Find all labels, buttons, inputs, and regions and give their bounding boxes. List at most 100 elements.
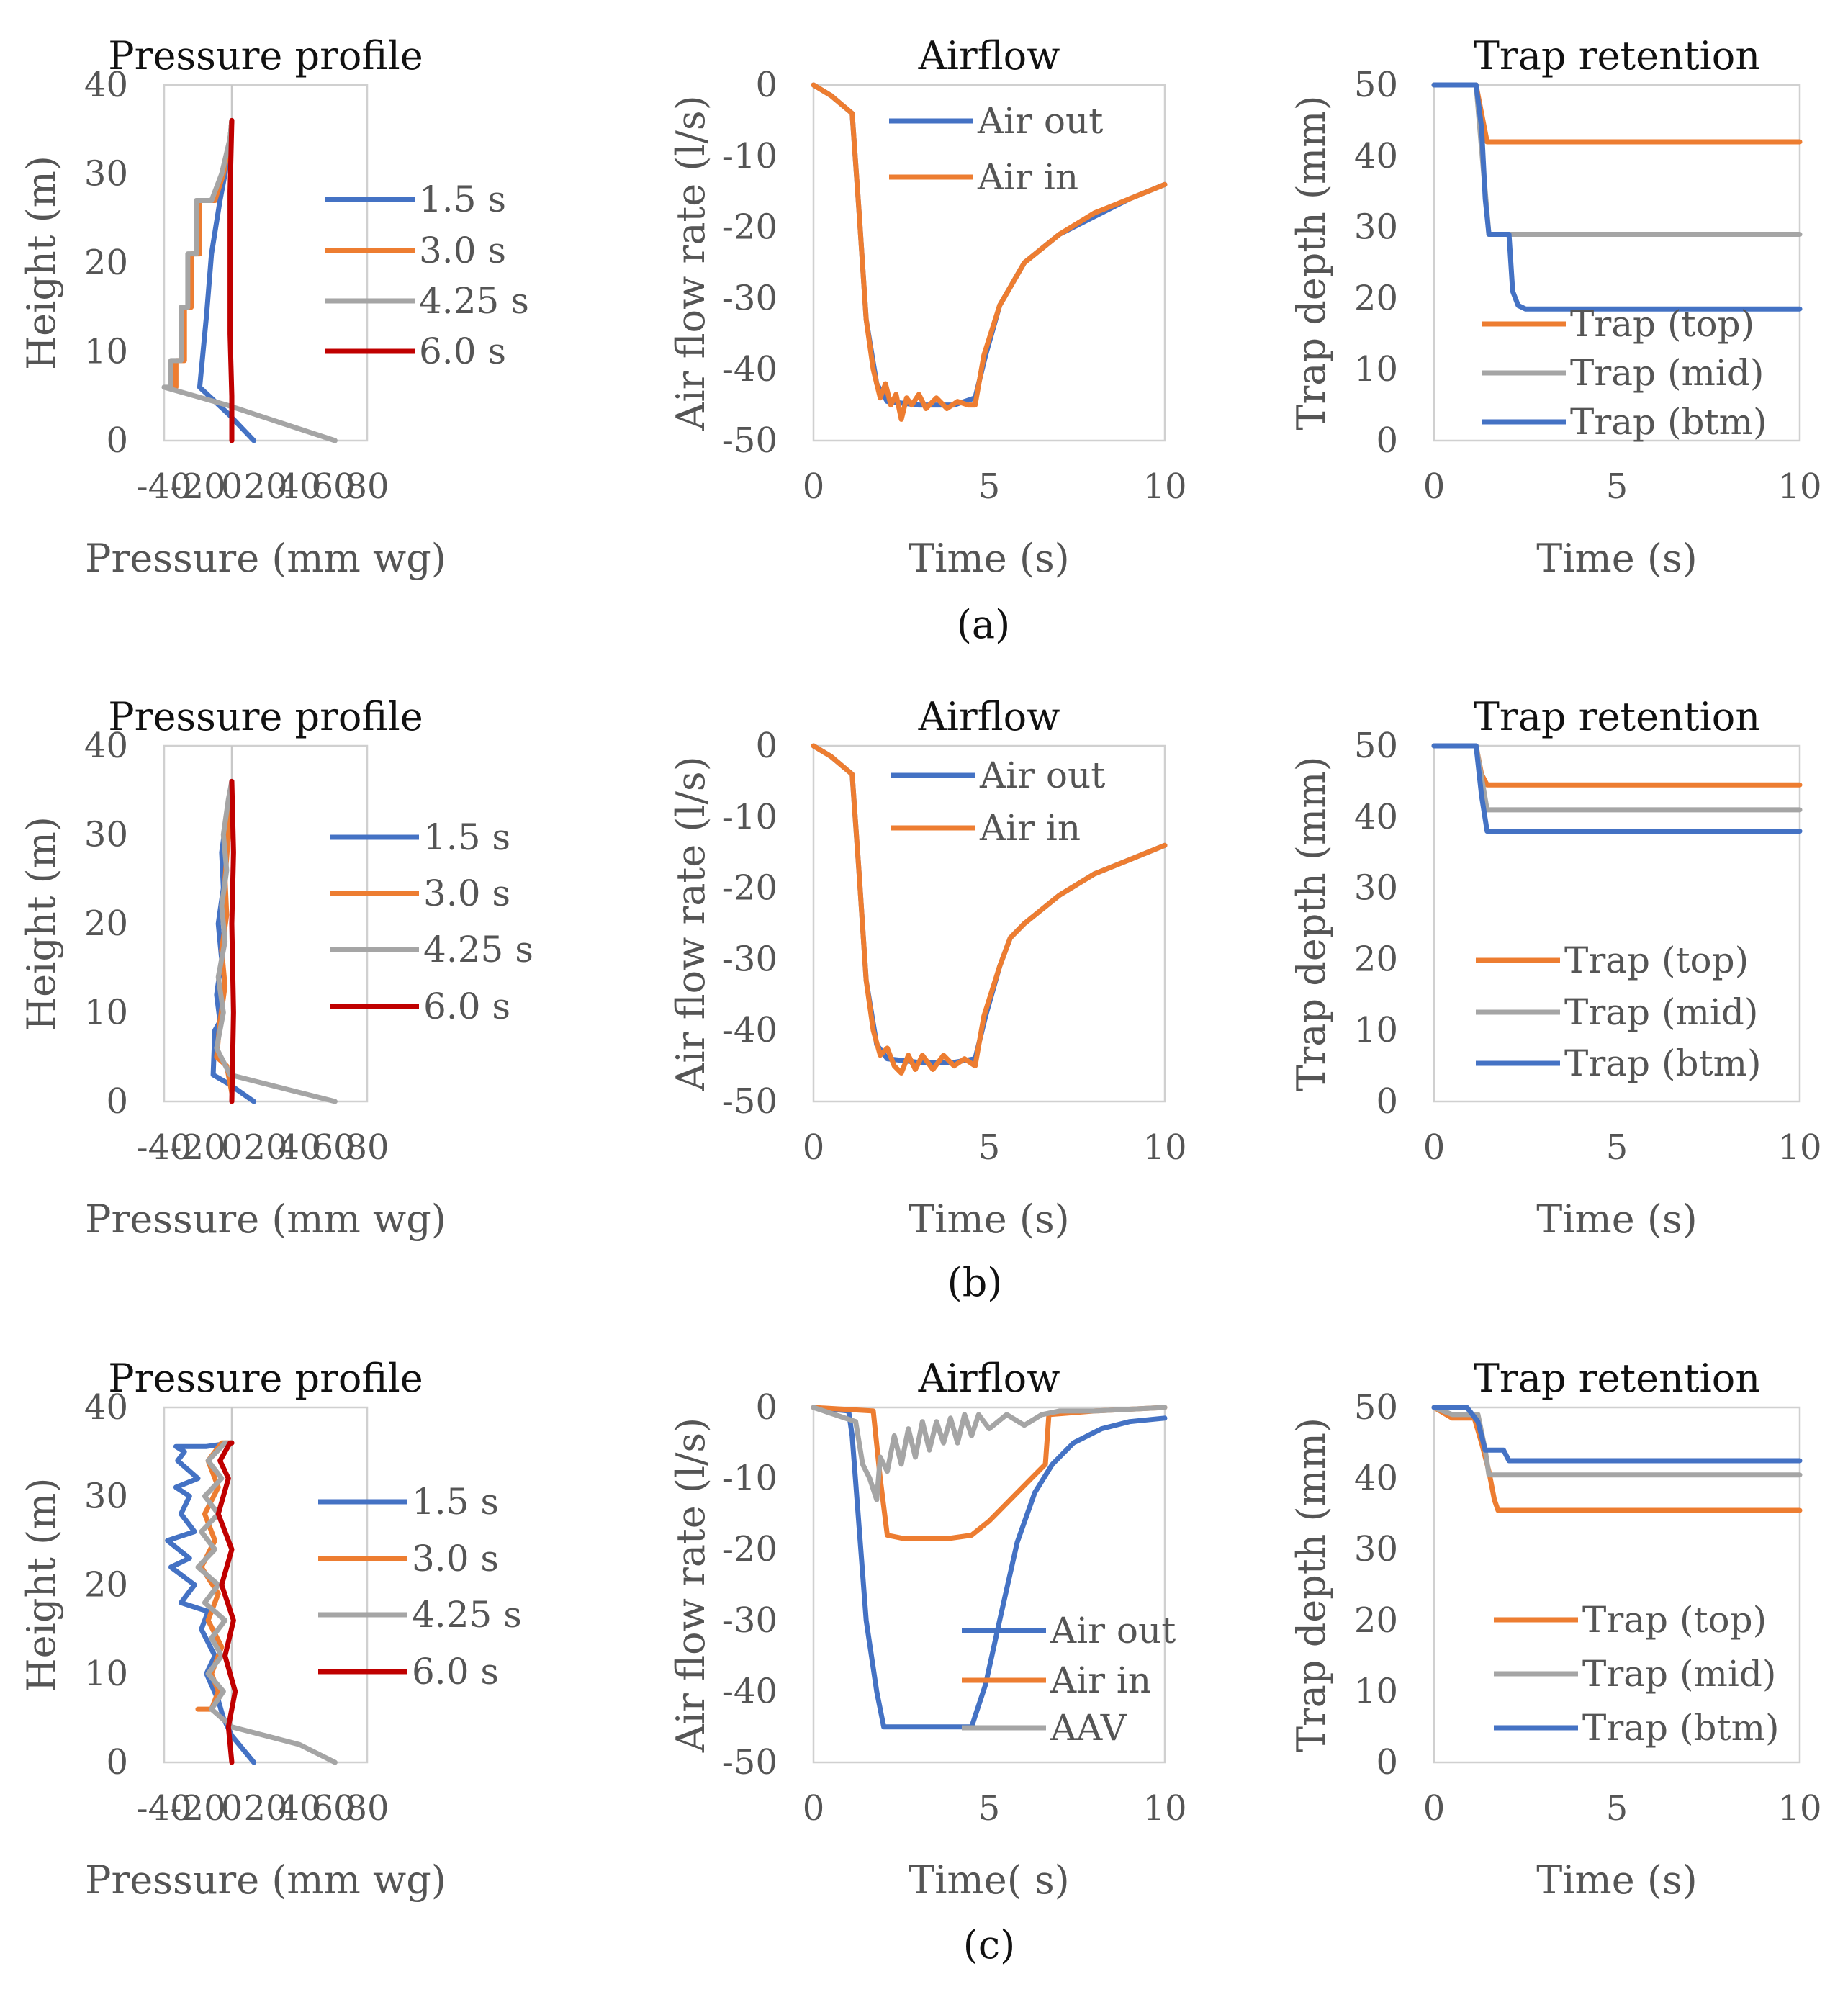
c-airflow-series-line-air-out [811, 1405, 1168, 1730]
a-airflow-ytick-label: -30 [722, 278, 777, 318]
c-airflow-y-axis-label: Air flow rate (l/s) [668, 1418, 713, 1753]
c-airflow-ytick-label: 0 [755, 1387, 777, 1428]
a-pressure-series-line-4-25-s [161, 117, 338, 443]
b-pressure-xtick-label: 60 [311, 1127, 355, 1168]
b-pressure-ytick-label: 40 [84, 726, 128, 766]
b-trap-xtick-label: 10 [1777, 1127, 1821, 1168]
c-airflow-xtick-label: 10 [1142, 1788, 1186, 1829]
a-pressure-xtick-label: 40 [277, 467, 321, 507]
b-pressure-ytick-label: 0 [106, 1081, 128, 1122]
b-trap-title: Trap retention [1474, 694, 1760, 739]
b-pressure-plot-frame [163, 744, 369, 1103]
a-pressure-title: Pressure profile [108, 33, 423, 78]
a-pressure-series-line-6-0-s [227, 117, 235, 443]
b-pressure-legend-label: 4.25 s [423, 929, 533, 970]
a-pressure-xtick-label: -20 [170, 467, 225, 507]
charts-group: Pressure profile-40-200 20406080010203040… [19, 33, 1822, 1903]
c-pressure-xtick-label: -40 [136, 1788, 191, 1829]
c-trap-series-line-trap-btm [1431, 1405, 1803, 1464]
c-pressure-xtick-label: 40 [277, 1788, 321, 1829]
b-airflow-ytick-label: -40 [722, 1010, 777, 1050]
b-airflow-ytick-label: -20 [722, 868, 777, 909]
b-trap-series-line-trap-btm [1431, 743, 1803, 834]
b-trap-chart: Trap retention 0 5 10 0 10 20 30 40 50 Time (s) Tra… [1289, 694, 1822, 1242]
b-airflow-plot-frame [812, 744, 1166, 1103]
b-trap-xtick-label: 0 [1423, 1127, 1446, 1168]
c-trap-y-axis-label: Trap depth (mm) [1289, 1418, 1334, 1752]
a-airflow-ytick-label: -10 [722, 136, 777, 176]
c-trap-xtick-label: 10 [1777, 1788, 1821, 1829]
a-airflow-y-axis-label: Air flow rate (l/s) [668, 95, 713, 431]
c-airflow-xtick-label: 5 [978, 1788, 1001, 1829]
a-pressure-chart: Pressure profile-40-200 20406080010203040… [19, 33, 529, 581]
panel-label-b: (b) [947, 1260, 1003, 1305]
b-trap-xtick-label: 5 [1606, 1127, 1628, 1168]
c-trap-chart: Trap retention 0 5 10 0 10 20 30 40 50 Time (s) Tra… [1289, 1356, 1822, 1903]
b-pressure-ytick-label: 30 [84, 815, 128, 855]
a-trap-xtick-label: 5 [1606, 467, 1628, 507]
c-airflow-legend-label: Air out [1050, 1610, 1176, 1651]
c-pressure-ytick-label: 0 [106, 1742, 128, 1783]
c-airflow-x-axis-label: Time( s) [909, 1857, 1069, 1903]
a-airflow-ytick-label: -40 [722, 349, 777, 389]
a-airflow-ytick-label: -20 [722, 207, 777, 248]
a-trap-ytick-label: 0 [1376, 420, 1398, 461]
a-airflow-xtick-label: 0 [803, 467, 825, 507]
b-trap-ytick-label: 50 [1354, 726, 1398, 766]
c-trap-ytick-label: 0 [1376, 1742, 1398, 1783]
b-airflow-legend-label: Air in [979, 807, 1081, 849]
c-trap-plot-frame [1433, 1406, 1801, 1764]
b-pressure-xtick-label: 40 [277, 1127, 321, 1168]
c-pressure-series-line-6-0-s [215, 1440, 238, 1765]
c-pressure-legend-label: 1.5 s [412, 1481, 499, 1523]
b-trap-legend-label: Trap (btm) [1564, 1042, 1762, 1084]
a-airflow-x-axis-label: Time (s) [909, 536, 1069, 581]
b-trap-ytick-label: 20 [1354, 939, 1398, 979]
a-trap-ytick-label: 50 [1354, 65, 1398, 105]
c-airflow-series-line-air-in [811, 1405, 1168, 1541]
c-pressure-xtick-label: 20 [243, 1788, 287, 1829]
c-pressure-title: Pressure profile [108, 1356, 423, 1401]
a-pressure-x-axis-label: Pressure (mm wg) [85, 536, 446, 581]
b-pressure-xtick-label: 80 [345, 1127, 389, 1168]
c-trap-ytick-label: 50 [1354, 1387, 1398, 1428]
a-airflow-plot-frame [812, 84, 1166, 442]
a-trap-ytick-label: 40 [1354, 136, 1398, 176]
panel-label-a: (a) [957, 602, 1010, 647]
b-trap-legend-label: Trap (mid) [1564, 991, 1758, 1033]
b-airflow-ytick-label: -50 [722, 1081, 777, 1122]
a-trap-legend-label: Trap (mid) [1570, 352, 1764, 394]
c-trap-ytick-label: 40 [1354, 1459, 1398, 1499]
a-pressure-legend-label: 3.0 s [419, 230, 506, 271]
b-pressure-y-axis-label: Height (m) [19, 816, 64, 1031]
b-pressure-x-axis-label: Pressure (mm wg) [85, 1196, 446, 1242]
a-airflow-xtick-label: 5 [978, 467, 1001, 507]
b-airflow-ytick-label: 0 [755, 726, 777, 766]
c-airflow-legend-label: AAV [1050, 1707, 1127, 1749]
a-trap-legend-label: Trap (top) [1570, 303, 1754, 345]
b-pressure-chart: Pressure profile-40-200 20406080010203040… [19, 694, 533, 1242]
a-trap-xtick-label: 10 [1777, 467, 1821, 507]
a-airflow-chart: Airflow 0 5 10 -50 -40 -30 -20 -10 0 Time (s) Air f… [668, 33, 1187, 581]
c-pressure-ytick-label: 20 [84, 1565, 128, 1605]
c-airflow-series-line-aav [811, 1405, 1168, 1502]
b-pressure-ytick-label: 20 [84, 903, 128, 944]
a-pressure-xtick-label: 20 [243, 467, 287, 507]
b-trap-y-axis-label: Trap depth (mm) [1289, 756, 1334, 1091]
c-trap-ytick-label: 10 [1354, 1671, 1398, 1711]
a-pressure-legend-label: 4.25 s [419, 280, 529, 322]
b-pressure-xtick-label: -40 [136, 1127, 191, 1168]
c-trap-title: Trap retention [1474, 1356, 1760, 1401]
b-trap-x-axis-label: Time (s) [1536, 1196, 1697, 1242]
c-pressure-series-line-4-25-s [195, 1440, 338, 1765]
a-trap-y-axis-label: Trap depth (mm) [1289, 95, 1334, 430]
b-pressure-legend-label: 3.0 s [423, 873, 510, 914]
c-airflow-title: Airflow [918, 1356, 1060, 1401]
c-airflow-plot-frame [812, 1406, 1166, 1764]
c-pressure-legend-label: 4.25 s [412, 1594, 522, 1636]
c-pressure-xtick-label: 0 [221, 1788, 243, 1829]
b-trap-legend-label: Trap (top) [1564, 939, 1749, 981]
a-airflow-ytick-label: 0 [755, 65, 777, 105]
b-pressure-ytick-label: 10 [84, 993, 128, 1033]
